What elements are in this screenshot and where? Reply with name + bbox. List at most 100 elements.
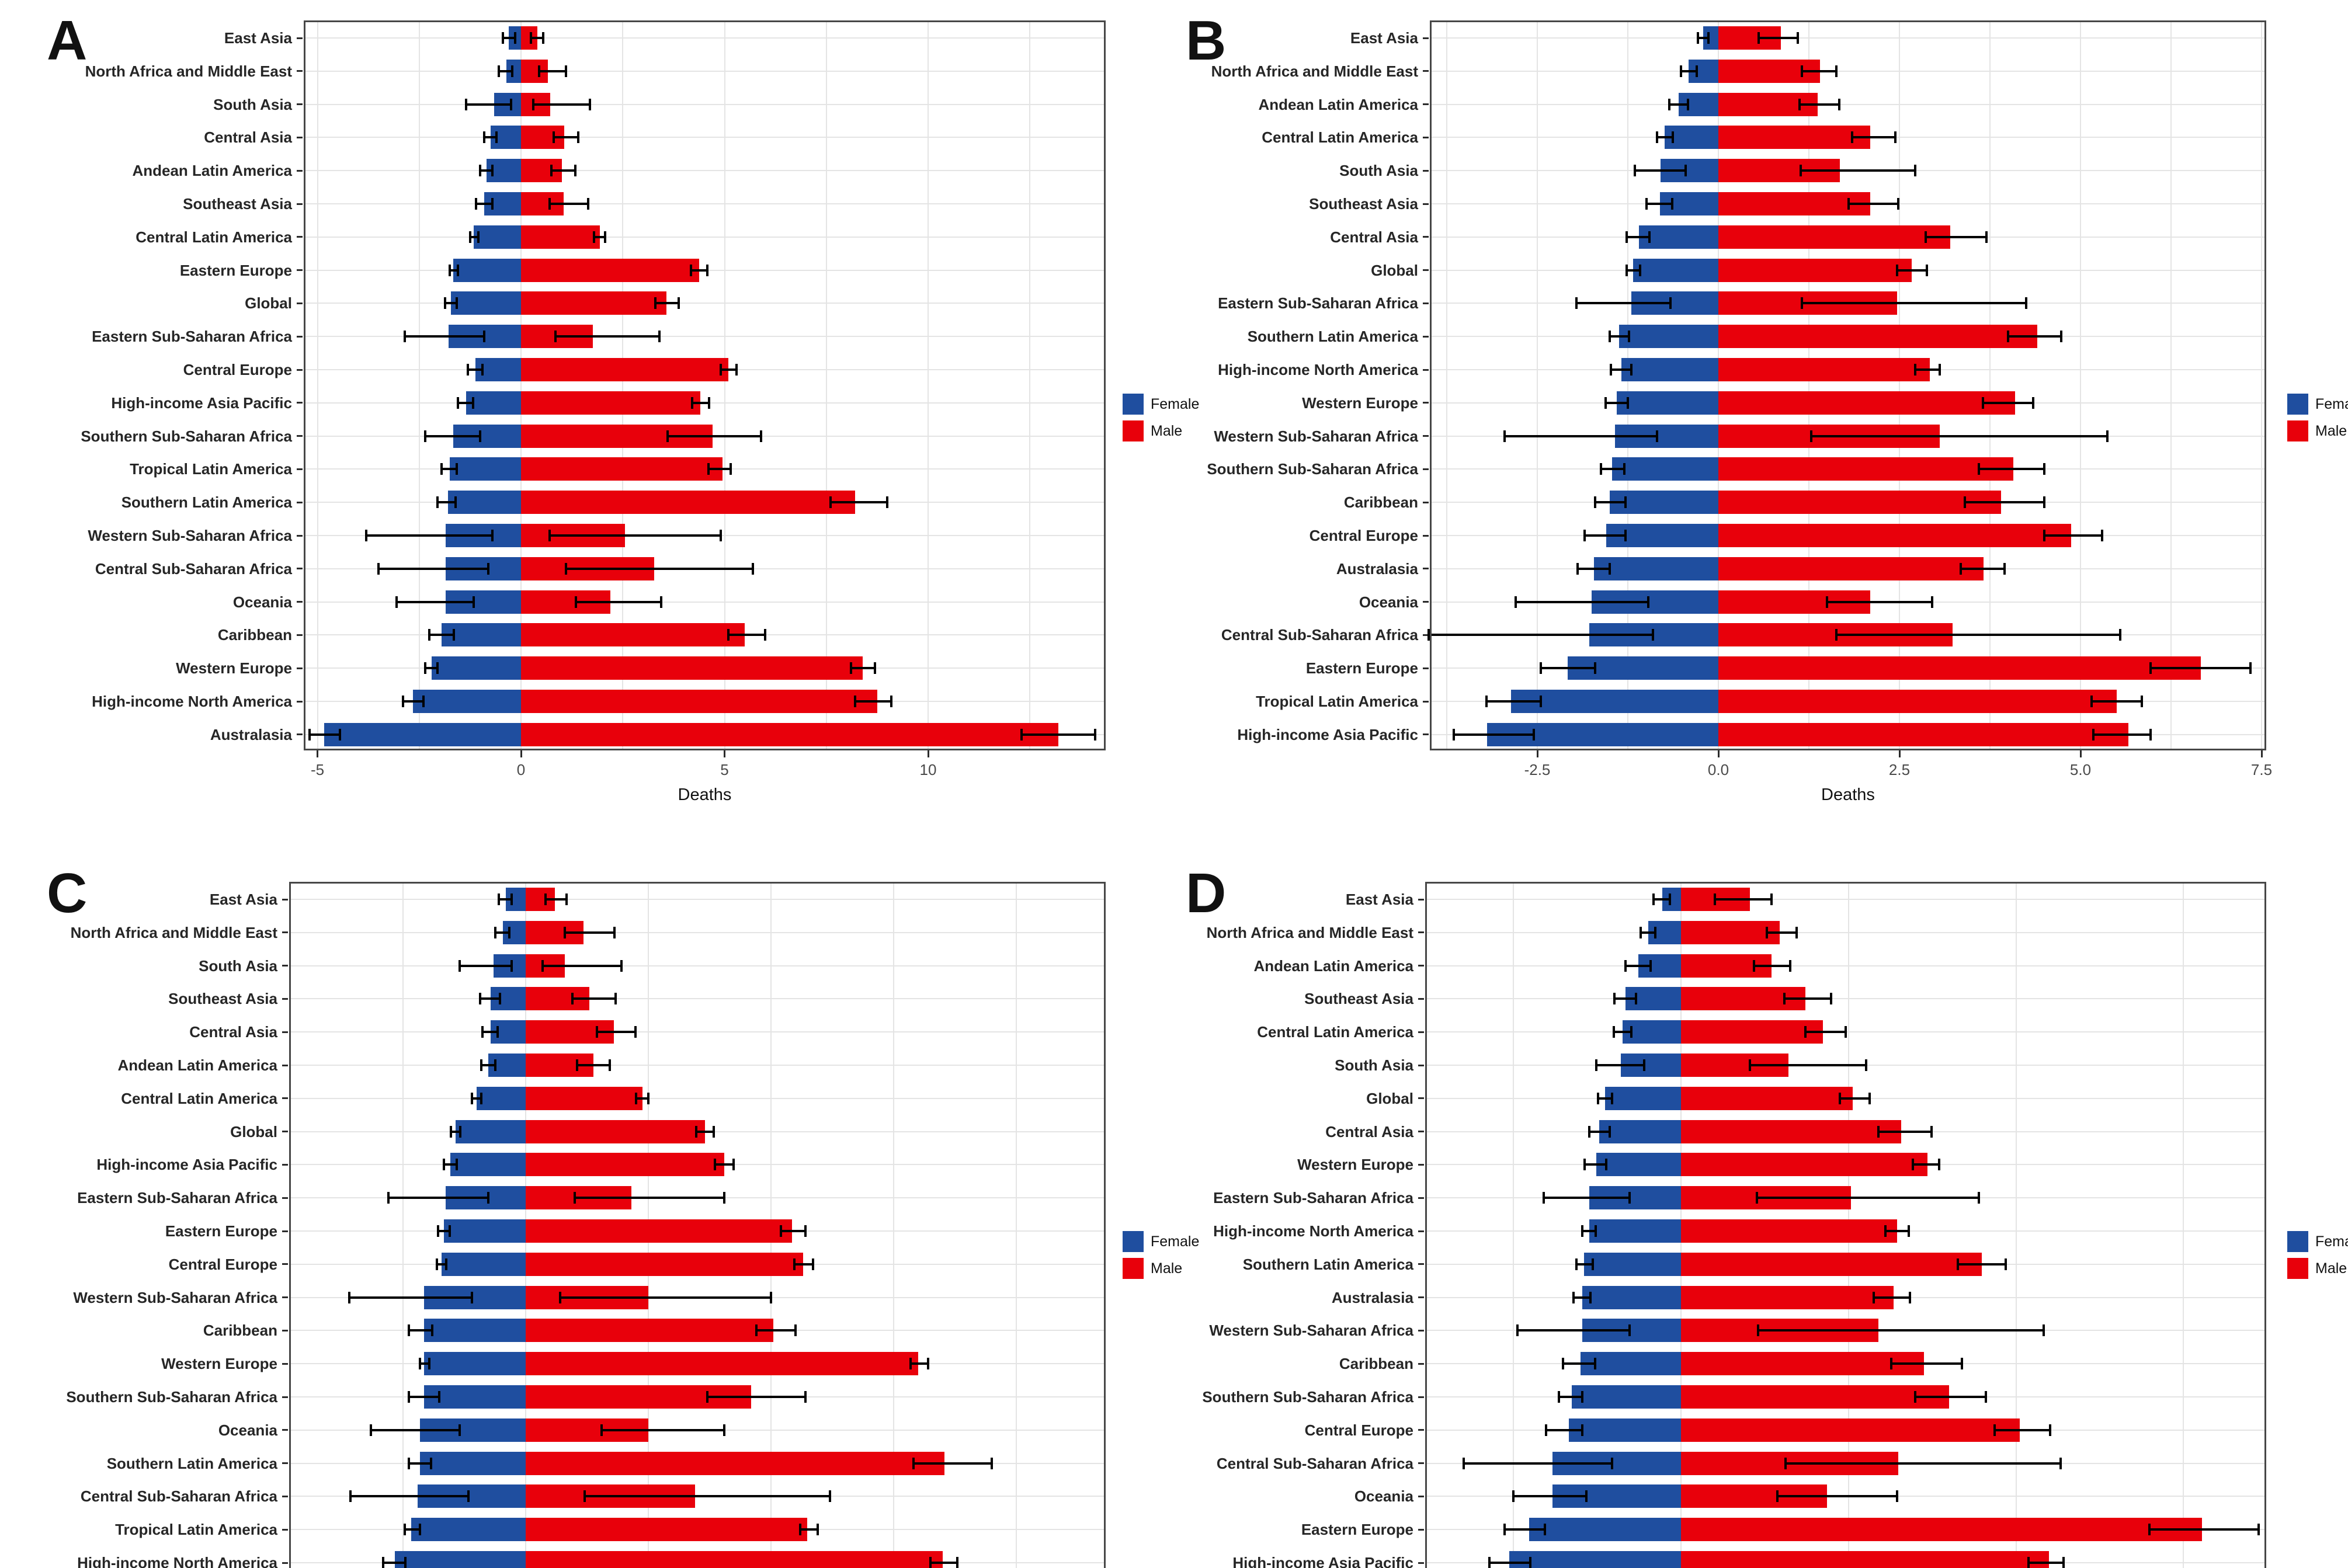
female-error-bar	[1601, 468, 1624, 471]
gridline-horizontal	[289, 1031, 1106, 1033]
male-error-bar-cap	[2025, 297, 2027, 310]
x-axis-tick	[1898, 750, 1901, 757]
male-error-bar-cap	[690, 264, 693, 276]
female-error-bar-cap	[458, 959, 461, 972]
y-axis-tick	[1423, 534, 1429, 537]
male-error-bar	[551, 169, 575, 172]
male-error-bar-cap	[600, 1424, 603, 1436]
gridline-horizontal	[304, 203, 1106, 204]
male-error-bar	[1784, 997, 1831, 1000]
female-error-bar-cap	[1625, 264, 1628, 276]
male-error-bar-cap	[614, 993, 617, 1005]
female-error-bar-cap	[510, 893, 513, 905]
panel-c-letter: C	[47, 862, 88, 924]
y-axis-tick	[1423, 335, 1429, 338]
y-axis-tick	[297, 733, 303, 736]
female-error-bar-cap	[438, 1391, 441, 1403]
male-error-bar-cap	[723, 1424, 726, 1436]
male-error-bar-cap	[1838, 98, 1841, 110]
male-error-bar	[572, 997, 616, 1000]
male-error-bar-cap	[779, 1225, 782, 1237]
category-label: Central Latin America	[1257, 1023, 1413, 1041]
female-bar	[1583, 1252, 1681, 1276]
male-error-bar-cap	[2032, 397, 2035, 409]
female-error-bar-cap	[459, 1424, 461, 1436]
x-tick-label: -2.5	[1524, 761, 1551, 778]
male-error-bar-cap	[1877, 1125, 1880, 1138]
male-error-bar-cap	[793, 1258, 796, 1270]
category-label: South Asia	[1339, 162, 1418, 180]
female-bar	[1633, 258, 1718, 282]
category-label: Western Sub-Saharan Africa	[88, 527, 292, 544]
male-error-bar	[850, 667, 876, 670]
legend-female-swatch	[1123, 1231, 1144, 1252]
male-error-bar-cap	[1800, 65, 1803, 77]
male-error-bar-cap	[1714, 893, 1717, 905]
male-error-bar	[1756, 1197, 1979, 1200]
female-error-bar	[1559, 1396, 1583, 1398]
male-error-bar	[584, 1495, 830, 1498]
male-error-bar	[715, 1163, 734, 1166]
female-error-bar-cap	[1635, 993, 1638, 1005]
y-axis-tick	[282, 1495, 288, 1497]
y-axis-tick	[1418, 1462, 1424, 1465]
female-error-bar-cap	[1594, 1358, 1597, 1370]
female-bar	[412, 690, 521, 713]
male-error-bar-cap	[1847, 198, 1850, 210]
male-error-bar	[1982, 401, 2034, 404]
female-error-bar-cap	[475, 198, 478, 210]
female-error-bar-cap	[483, 331, 486, 343]
x-tick-label: 0.0	[1707, 761, 1729, 778]
male-error-bar-cap	[752, 562, 755, 575]
male-error-bar-cap	[849, 662, 852, 675]
male-error-bar-cap	[1826, 596, 1828, 608]
female-error-bar-cap	[1562, 1358, 1565, 1370]
male-error-bar	[553, 136, 578, 139]
male-bar	[1681, 1219, 1898, 1243]
female-error-bar-cap	[1630, 364, 1633, 376]
y-axis-tick	[1423, 169, 1429, 172]
male-error-bar-cap	[548, 198, 551, 210]
male-error-bar-cap	[2119, 629, 2122, 641]
legend-male-label: Male	[1151, 1260, 1183, 1277]
male-bar	[1718, 391, 2016, 415]
male-error-bar	[1957, 1263, 2006, 1265]
female-error-bar-cap	[1610, 364, 1613, 376]
y-axis-tick	[1418, 898, 1424, 901]
male-bar	[1718, 457, 2013, 481]
male-error-bar	[1878, 1130, 1932, 1133]
y-axis-tick	[1418, 1429, 1424, 1431]
y-axis-tick	[1418, 1031, 1424, 1033]
female-error-bar	[1578, 567, 1610, 570]
female-error-bar-cap	[1427, 629, 1430, 641]
male-bar	[1681, 1551, 2049, 1568]
male-error-bar-cap	[1757, 32, 1760, 44]
female-error-bar-cap	[491, 165, 494, 177]
female-error-bar-cap	[1588, 1125, 1590, 1138]
y-axis-tick	[1418, 1097, 1424, 1100]
category-label: High-income North America	[77, 1554, 277, 1568]
y-axis-tick	[1423, 368, 1429, 371]
category-label: Central Latin America	[121, 1089, 277, 1107]
female-error-bar	[1563, 1362, 1596, 1365]
female-error-bar-cap	[428, 1358, 430, 1370]
legend-female-label: Female	[2315, 1233, 2348, 1250]
male-error-bar	[1852, 136, 1895, 139]
category-label: Andean Latin America	[117, 1056, 277, 1074]
male-error-bar-cap	[2043, 530, 2045, 541]
male-error-bar-cap	[804, 1391, 807, 1403]
female-error-bar	[1576, 302, 1671, 305]
male-error-bar-cap	[1896, 1490, 1899, 1503]
gridline-horizontal	[304, 70, 1106, 72]
male-error-bar-cap	[706, 1391, 708, 1403]
y-axis-tick	[1423, 37, 1429, 39]
male-error-bar-cap	[589, 98, 592, 110]
y-axis-tick	[297, 169, 303, 172]
female-error-bar-cap	[1583, 1159, 1586, 1171]
category-label: Caribbean	[217, 626, 292, 644]
female-error-bar-cap	[1697, 32, 1700, 44]
female-error-bar	[1680, 69, 1697, 72]
female-error-bar-cap	[456, 264, 459, 276]
male-error-bar-cap	[1984, 1391, 1987, 1403]
male-error-bar	[1915, 368, 1940, 371]
